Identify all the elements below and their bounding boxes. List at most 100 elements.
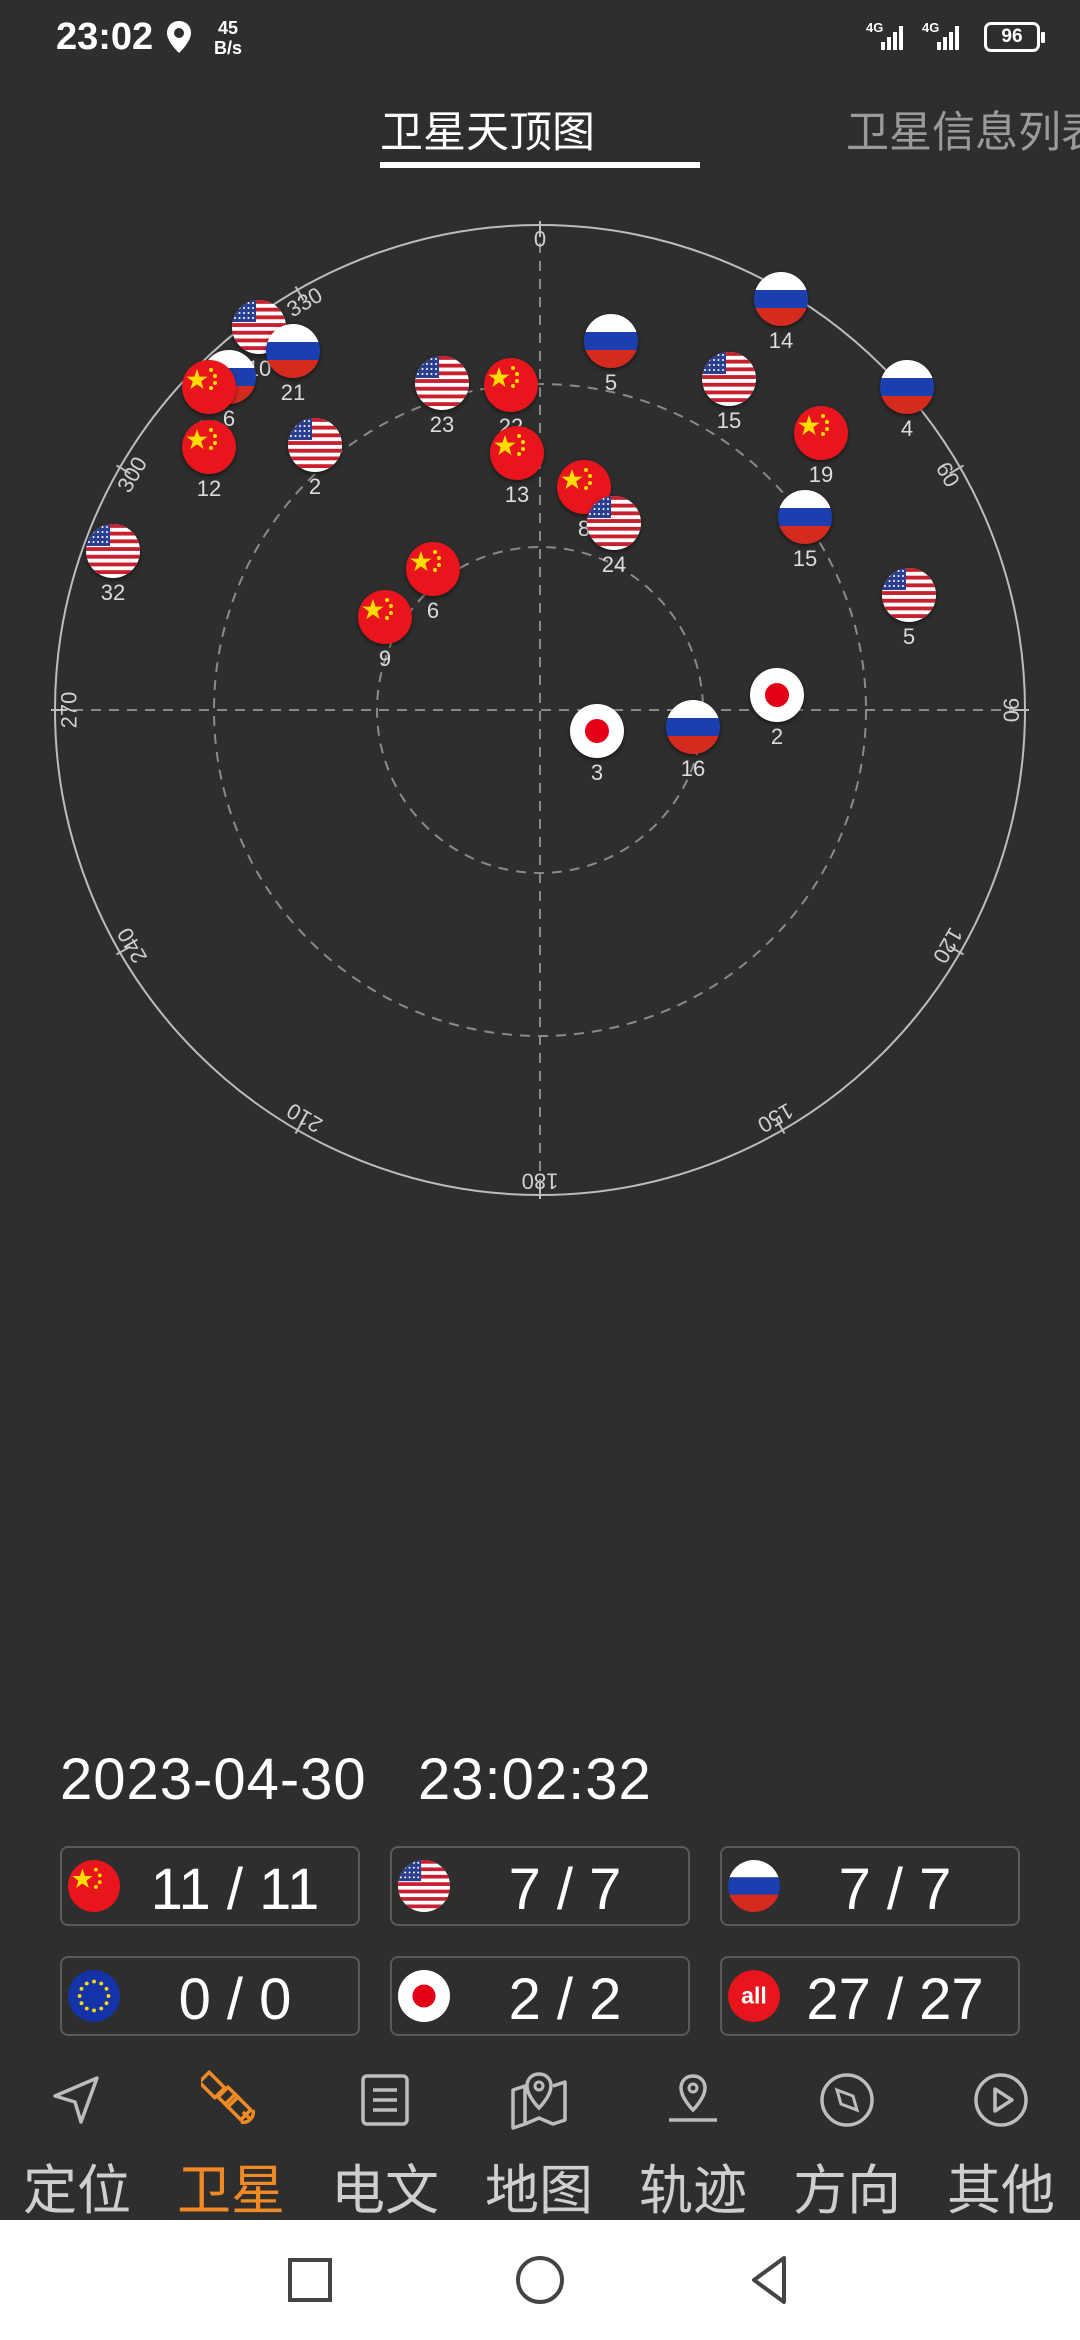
satellite-marker[interactable]: 15 xyxy=(700,352,758,442)
azimuth-label: 180 xyxy=(522,1169,559,1194)
nav-label: 卫星 xyxy=(177,2159,285,2222)
azimuth-label: 240 xyxy=(112,923,152,967)
network-speed: 45 B/s xyxy=(214,18,243,58)
satellite-marker[interactable]: 9 xyxy=(356,590,414,680)
signal-icon: 4G xyxy=(866,20,906,52)
flag-ru-icon xyxy=(754,272,808,326)
count-box-eu[interactable]: 0 / 0 xyxy=(60,1956,360,2036)
flag-cn-icon xyxy=(490,426,544,480)
location-icon xyxy=(167,21,191,53)
battery-icon: 96 xyxy=(984,22,1045,52)
satellite-marker[interactable]: 13 xyxy=(488,426,546,516)
flag-us-icon xyxy=(415,356,469,410)
nav-label: 地图 xyxy=(485,2159,593,2222)
satellite-prn: 9 xyxy=(378,646,392,671)
flag-cn-icon xyxy=(406,542,460,596)
satellite-prn: 2 xyxy=(770,724,784,749)
flag-eu-icon xyxy=(68,1970,120,2022)
flag-ru-icon xyxy=(778,490,832,544)
satellite-prn: 15 xyxy=(716,408,742,433)
nav-item-satellite[interactable]: 卫星 xyxy=(154,2060,308,2222)
satellite-prn: 12 xyxy=(196,476,222,501)
azimuth-label: 120 xyxy=(928,923,968,967)
satellite-prn: 4 xyxy=(900,416,914,441)
count-text: 0 / 0 xyxy=(178,1967,292,2032)
satellite-prn: 6 xyxy=(222,406,236,431)
nav-label: 定位 xyxy=(23,2159,131,2222)
satellite-marker[interactable]: 19 xyxy=(792,406,850,496)
count-box-ru[interactable]: 7 / 7 xyxy=(720,1846,1020,1926)
nav-item-positioning[interactable]: 定位 xyxy=(0,2060,154,2222)
satellite-marker[interactable]: 23 xyxy=(413,356,471,446)
flag-ru-icon xyxy=(266,324,320,378)
skyplot: 0306090120150180210240270300330 10 6 21 … xyxy=(0,180,1080,1220)
satellite-marker[interactable]: 4 xyxy=(878,360,936,450)
satellite-marker[interactable]: 12 xyxy=(180,420,238,510)
satellite-icon xyxy=(201,2070,255,2124)
azimuth-label: 330 xyxy=(282,282,326,322)
count-box-all[interactable]: all 27 / 27 xyxy=(720,1956,1020,2036)
count-box-cn[interactable]: 11 / 11 xyxy=(60,1846,360,1926)
satellite-prn: 5 xyxy=(604,370,618,395)
nav-item-other[interactable]: 其他 xyxy=(924,2060,1078,2222)
flag-cn-icon xyxy=(358,590,412,644)
nav-item-map[interactable]: 地图 xyxy=(462,2060,616,2222)
flag-ru-icon xyxy=(666,700,720,754)
flag-ru-icon xyxy=(728,1860,780,1912)
satellite-prn: 5 xyxy=(902,624,916,649)
flag-us-icon xyxy=(288,418,342,472)
nav-item-track[interactable]: 轨迹 xyxy=(616,2060,770,2222)
satellite-marker[interactable]: 2 xyxy=(286,418,344,508)
azimuth-label: 60 xyxy=(931,458,965,492)
count-text: 11 / 11 xyxy=(150,1857,320,1922)
nav-item-message[interactable]: 电文 xyxy=(308,2060,462,2222)
satellite-marker[interactable]: 3 xyxy=(568,704,626,794)
all-badge-icon: all xyxy=(728,1970,780,2022)
count-box-us[interactable]: 7 / 7 xyxy=(390,1846,690,1926)
satellite-marker[interactable]: 5 xyxy=(582,314,640,404)
satellite-marker[interactable]: 16 xyxy=(664,700,722,790)
timestamp: 2023-04-30 23:02:32 xyxy=(60,1747,652,1812)
home-button[interactable] xyxy=(510,2250,570,2310)
satellite-marker[interactable]: 15 xyxy=(776,490,834,580)
flag-jp-icon xyxy=(398,1970,450,2022)
status-time: 23:02 xyxy=(56,16,154,58)
flag-ru-icon xyxy=(880,360,934,414)
flag-ru-icon xyxy=(584,314,638,368)
flag-us-icon xyxy=(882,568,936,622)
recent-apps-button[interactable] xyxy=(280,2250,340,2310)
azimuth-label: 210 xyxy=(282,1098,326,1138)
azimuth-label: 150 xyxy=(753,1098,797,1138)
count-text: 7 / 7 xyxy=(508,1857,622,1922)
count-box-jp[interactable]: 2 / 2 xyxy=(390,1956,690,2036)
play-circle-icon xyxy=(974,2073,1028,2127)
track-pin-icon xyxy=(669,2074,717,2122)
satellite-prn: 21 xyxy=(280,380,306,405)
flag-us-icon xyxy=(86,524,140,578)
nav-item-direction[interactable]: 方向 xyxy=(770,2060,924,2222)
azimuth-label: 0 xyxy=(534,227,546,252)
count-text: 7 / 7 xyxy=(838,1857,952,1922)
satellite-prn: 24 xyxy=(601,552,627,577)
system-nav-bar xyxy=(0,2220,1080,2340)
satellite-marker[interactable]: 8 xyxy=(555,460,613,550)
satellite-marker[interactable]: 5 xyxy=(880,568,938,658)
tab-skyplot[interactable]: 卫星天顶图 xyxy=(380,108,595,158)
satellite-prn: 16 xyxy=(680,756,706,781)
active-tab-indicator xyxy=(380,162,700,168)
flag-cn-icon xyxy=(794,406,848,460)
satellite-marker[interactable]: 6 xyxy=(404,542,462,632)
satellite-marker[interactable]: 14 xyxy=(752,272,810,362)
satellite-marker[interactable]: 21 xyxy=(264,324,322,414)
satellite-marker[interactable]: 2 xyxy=(748,668,806,758)
nav-label: 方向 xyxy=(793,2159,901,2222)
satellite-marker[interactable]: 24 xyxy=(585,496,643,586)
satellite-prn: 3 xyxy=(590,760,604,785)
satellite-marker[interactable]: 32 xyxy=(84,524,142,614)
satellite-prn: 23 xyxy=(429,412,455,437)
satellite-prn: 32 xyxy=(100,580,126,605)
back-button[interactable] xyxy=(740,2250,800,2310)
tab-satellite-list[interactable]: 卫星信息列表 xyxy=(846,108,1080,158)
flag-jp-icon xyxy=(750,668,804,722)
nav-label: 电文 xyxy=(331,2159,439,2222)
